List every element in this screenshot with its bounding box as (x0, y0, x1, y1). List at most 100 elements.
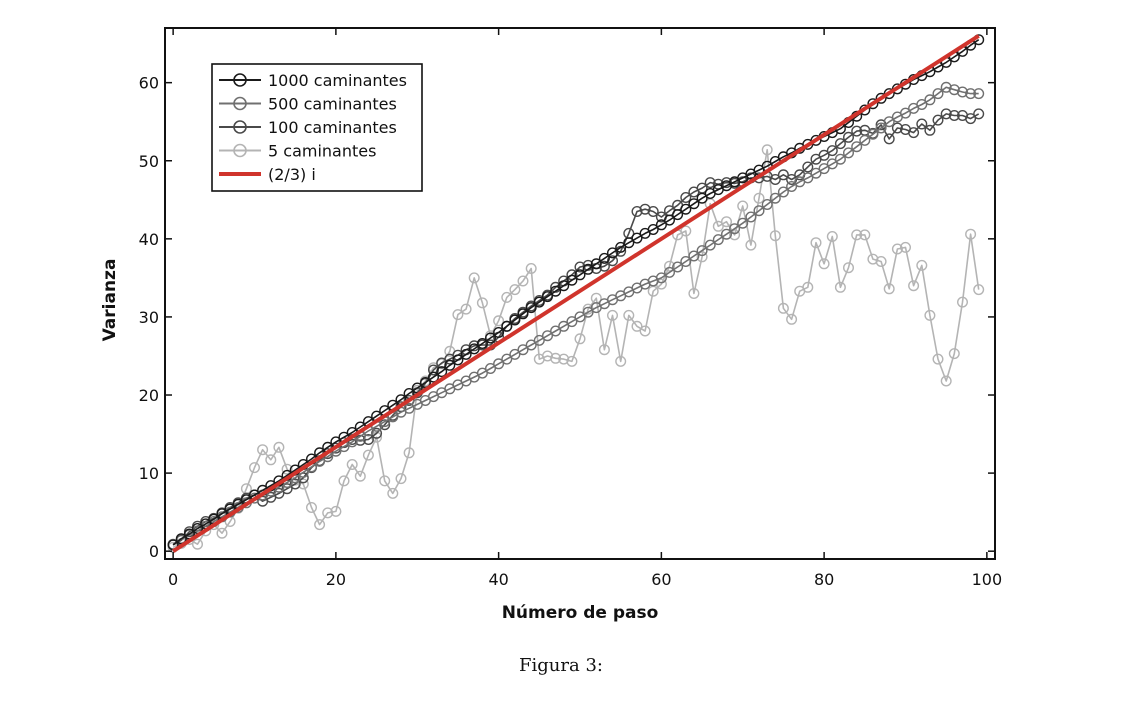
data-point (924, 309, 936, 321)
data-point (859, 229, 871, 241)
data-point (843, 147, 855, 159)
data-point (501, 353, 513, 365)
data-point (542, 330, 554, 342)
data-point (525, 302, 537, 314)
data-point (680, 225, 692, 237)
data-point (867, 128, 879, 140)
data-point (973, 284, 985, 296)
data-point (428, 364, 440, 376)
data-point (957, 86, 969, 98)
data-point (810, 167, 822, 179)
data-point (940, 81, 952, 93)
data-point (745, 211, 757, 223)
data-point (566, 355, 578, 367)
data-point (476, 297, 488, 309)
data-point (281, 463, 293, 475)
data-point (452, 354, 464, 366)
data-point (875, 256, 887, 268)
data-point (631, 320, 643, 332)
data-point (924, 124, 936, 136)
data-point (379, 475, 391, 487)
x-axis-label: Número de paso (502, 603, 659, 623)
data-point (867, 98, 879, 110)
data-point (786, 173, 798, 185)
data-point (721, 228, 733, 240)
data-point (745, 239, 757, 251)
data-point (908, 127, 920, 139)
data-point (883, 283, 895, 295)
series-line (172, 149, 980, 549)
x-tick-label: 100 (972, 570, 1003, 589)
data-point (851, 229, 863, 241)
data-point (387, 487, 399, 499)
data-point (493, 315, 505, 327)
data-point (908, 280, 920, 292)
y-tick-label: 40 (139, 230, 159, 249)
data-point (729, 229, 741, 241)
data-point (590, 258, 602, 270)
data-point (737, 200, 749, 212)
data-point (777, 169, 789, 181)
data-point (818, 149, 830, 161)
data-point (395, 473, 407, 485)
data-point (175, 533, 187, 545)
data-point (777, 302, 789, 314)
data-point (948, 348, 960, 360)
data-point (493, 327, 505, 339)
data-point (867, 253, 879, 265)
data-point (875, 92, 887, 104)
legend: 1000 caminantes 500 caminantes 100 caminan… (211, 63, 423, 192)
data-point (664, 214, 676, 226)
data-point (891, 122, 903, 134)
data-point (802, 281, 814, 293)
data-point (965, 88, 977, 100)
data-point (655, 219, 667, 231)
y-axis-label: Varianza (100, 259, 120, 342)
data-point (444, 359, 456, 371)
data-point (696, 192, 708, 204)
data-point (875, 122, 887, 134)
data-point (468, 272, 480, 284)
data-point (704, 239, 716, 251)
legend-swatch-marker (233, 120, 247, 134)
data-point (485, 332, 497, 344)
data-point (655, 272, 667, 284)
data-point (664, 266, 676, 278)
y-tick-label: 30 (139, 308, 159, 327)
data-point (672, 209, 684, 221)
data-point (851, 125, 863, 137)
data-point (598, 344, 610, 356)
data-point (769, 192, 781, 204)
legend-label: 100 caminantes (268, 118, 397, 137)
data-point (257, 444, 269, 456)
data-point (558, 353, 570, 365)
data-point (834, 281, 846, 293)
data-point (607, 247, 619, 259)
data-point (826, 158, 838, 170)
data-point (834, 153, 846, 165)
data-point (566, 316, 578, 328)
data-point (346, 459, 358, 471)
legend-swatch-marker (233, 73, 247, 87)
data-point (712, 220, 724, 232)
data-point (818, 163, 830, 175)
data-point (517, 344, 529, 356)
data-point (973, 88, 985, 100)
data-point (533, 334, 545, 346)
data-point (680, 191, 692, 203)
data-point (965, 113, 977, 125)
data-point (615, 355, 627, 367)
data-point (851, 141, 863, 153)
data-point (786, 313, 798, 325)
data-point (509, 314, 521, 326)
data-point (916, 118, 928, 130)
data-point (729, 223, 741, 235)
data-point (623, 237, 635, 249)
data-point (704, 177, 716, 189)
data-point (558, 320, 570, 332)
data-point (769, 230, 781, 242)
data-point (916, 259, 928, 271)
data-point (322, 507, 334, 519)
data-point (826, 145, 838, 157)
data-point (810, 237, 822, 249)
